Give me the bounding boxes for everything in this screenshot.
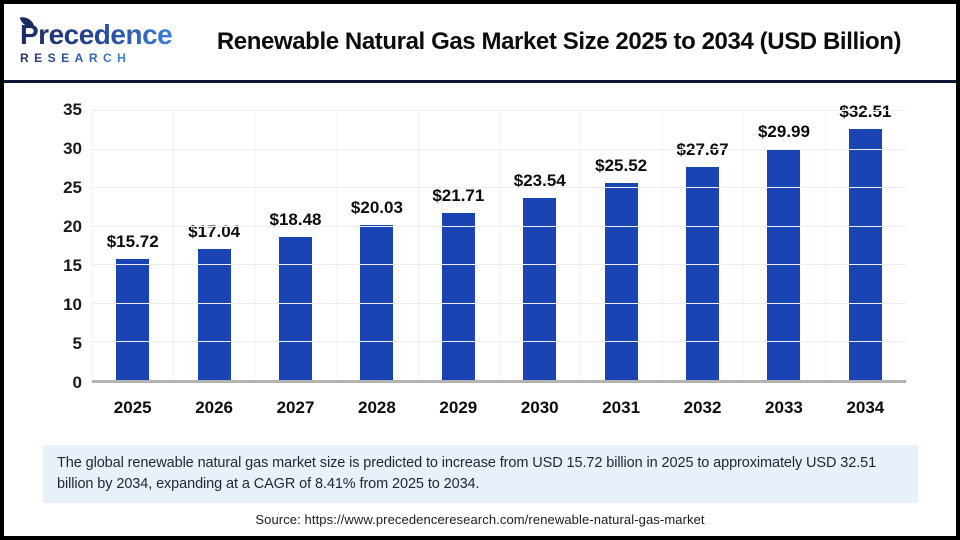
bar-value-label: $32.51 — [839, 102, 892, 122]
x-tick-label-2029: 2029 — [439, 398, 478, 417]
column-separator — [336, 110, 337, 380]
bar-2030 — [523, 198, 557, 380]
column-separator — [255, 110, 256, 380]
chart-title: Renewable Natural Gas Market Size 2025 t… — [216, 28, 902, 55]
gridline — [92, 302, 906, 304]
bar-value-label: $25.52 — [595, 156, 648, 176]
bar-2028 — [360, 225, 394, 380]
bar-column-2032: $27.67 — [662, 110, 743, 380]
y-tick-label: 10 — [63, 295, 82, 314]
bar-value-label: $21.71 — [432, 185, 485, 205]
bar-column-2031: $25.52 — [580, 110, 661, 380]
x-tick-label-2034: 2034 — [846, 398, 885, 417]
bar-2027 — [279, 237, 313, 380]
bar-column-2027: $18.48 — [255, 110, 336, 380]
bar-column-2034: $32.51 — [825, 102, 906, 380]
bar-value-label: $23.54 — [513, 171, 566, 191]
x-tick-label-2027: 2027 — [276, 398, 315, 417]
precedence-research-logo: Precedence RESEARCH — [19, 14, 188, 66]
summary-text: The global renewable natural gas market … — [57, 455, 877, 492]
y-tick-label: 30 — [63, 139, 82, 158]
bar-2025 — [116, 258, 150, 380]
bar-column-2033: $29.99 — [743, 110, 824, 380]
x-tick-label-2025: 2025 — [113, 398, 152, 417]
column-separator — [580, 110, 581, 380]
y-tick-label: 5 — [72, 334, 82, 353]
y-tick-label: 0 — [72, 373, 82, 392]
bar-2029 — [441, 212, 475, 380]
bar-value-label: $17.04 — [188, 221, 241, 241]
y-axis: 0 5 10 15 20 25 30 35 — [38, 100, 82, 392]
bar-2026 — [197, 248, 231, 380]
gridline — [92, 225, 906, 227]
bar-column-2028: $20.03 — [336, 110, 417, 380]
column-separator — [418, 110, 419, 380]
x-axis: 2025 2026 2027 2028 2029 2030 2031 2032 2033 2034 — [92, 398, 906, 418]
header: Precedence RESEARCH Renewable Natural Ga… — [4, 4, 956, 80]
summary-box: The global renewable natural gas market … — [43, 445, 918, 504]
gridline — [92, 187, 906, 189]
bar-2032 — [686, 166, 720, 380]
bar-column-2030: $23.54 — [499, 110, 580, 380]
gridline — [92, 341, 906, 343]
column-separator — [825, 110, 826, 380]
x-tick-label-2032: 2032 — [683, 398, 722, 417]
y-tick-label: 20 — [63, 217, 82, 236]
column-separator — [499, 110, 500, 380]
bar-2031 — [604, 183, 638, 380]
gridline — [92, 148, 906, 150]
bar-value-label: $20.03 — [350, 198, 403, 218]
y-tick-label: 25 — [63, 178, 82, 197]
bar-column-2029: $21.71 — [418, 110, 499, 380]
gridline — [92, 110, 906, 111]
header-divider — [4, 80, 956, 83]
bar-value-label: $15.72 — [106, 231, 159, 251]
logo-wordmark: Precedence — [19, 14, 173, 50]
logo-text-research: RESEARCH — [20, 50, 132, 65]
x-tick-label-2031: 2031 — [602, 398, 641, 417]
y-tick-label: 15 — [63, 256, 82, 275]
column-separator — [173, 110, 174, 380]
bar-column-2026: $17.04 — [173, 110, 254, 380]
column-separator — [662, 110, 663, 380]
bar-column-2025: $15.72 — [92, 110, 173, 380]
bar-2034 — [848, 129, 882, 380]
x-tick-label-2028: 2028 — [358, 398, 396, 417]
x-tick-label-2030: 2030 — [520, 398, 559, 417]
x-tick-label-2026: 2026 — [195, 398, 234, 417]
bar-chart: 0 5 10 15 20 25 30 35 $15.72 $17.04 $18.48 $20.03 $… — [4, 83, 956, 437]
column-separator — [92, 110, 93, 380]
source-line: Source: https://www.precedenceresearch.c… — [255, 512, 705, 528]
bar-value-label: $29.99 — [757, 121, 810, 141]
y-tick-label: 35 — [63, 100, 82, 119]
bar-value-label: $18.48 — [269, 210, 322, 230]
x-tick-label-2033: 2033 — [765, 398, 803, 417]
plot-area: $15.72 $17.04 $18.48 $20.03 $21.71 $23.54 $25.… — [92, 102, 906, 383]
gridline — [92, 264, 906, 266]
column-separator — [743, 110, 744, 380]
logo-text-precedence: Precedence — [20, 18, 173, 50]
